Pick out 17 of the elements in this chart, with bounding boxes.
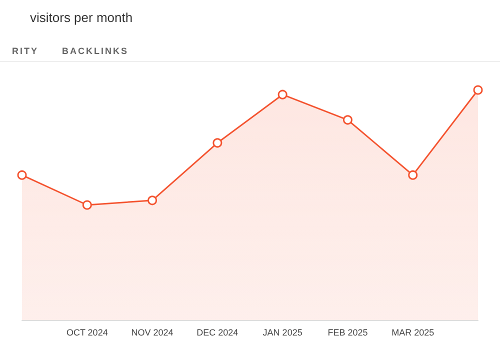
point <box>82 200 92 210</box>
point <box>17 170 27 180</box>
point <box>408 170 418 180</box>
x-tick-label: NOV 2024 <box>131 328 174 338</box>
x-tick-label: JAN 2025 <box>262 328 302 338</box>
point <box>473 85 483 95</box>
point <box>278 90 288 100</box>
point <box>148 196 158 206</box>
x-tick-label: DEC 2024 <box>196 328 238 338</box>
point <box>342 115 352 125</box>
x-tick-label: FEB 2025 <box>328 328 368 338</box>
x-tick-label: OCT 2024 <box>66 328 108 338</box>
text: BACKLINKS <box>62 46 128 56</box>
point <box>212 138 222 148</box>
x-tick-label: MAR 2025 <box>392 328 434 338</box>
text: RITY <box>12 46 39 56</box>
chart-title: visitors per month <box>30 10 133 25</box>
